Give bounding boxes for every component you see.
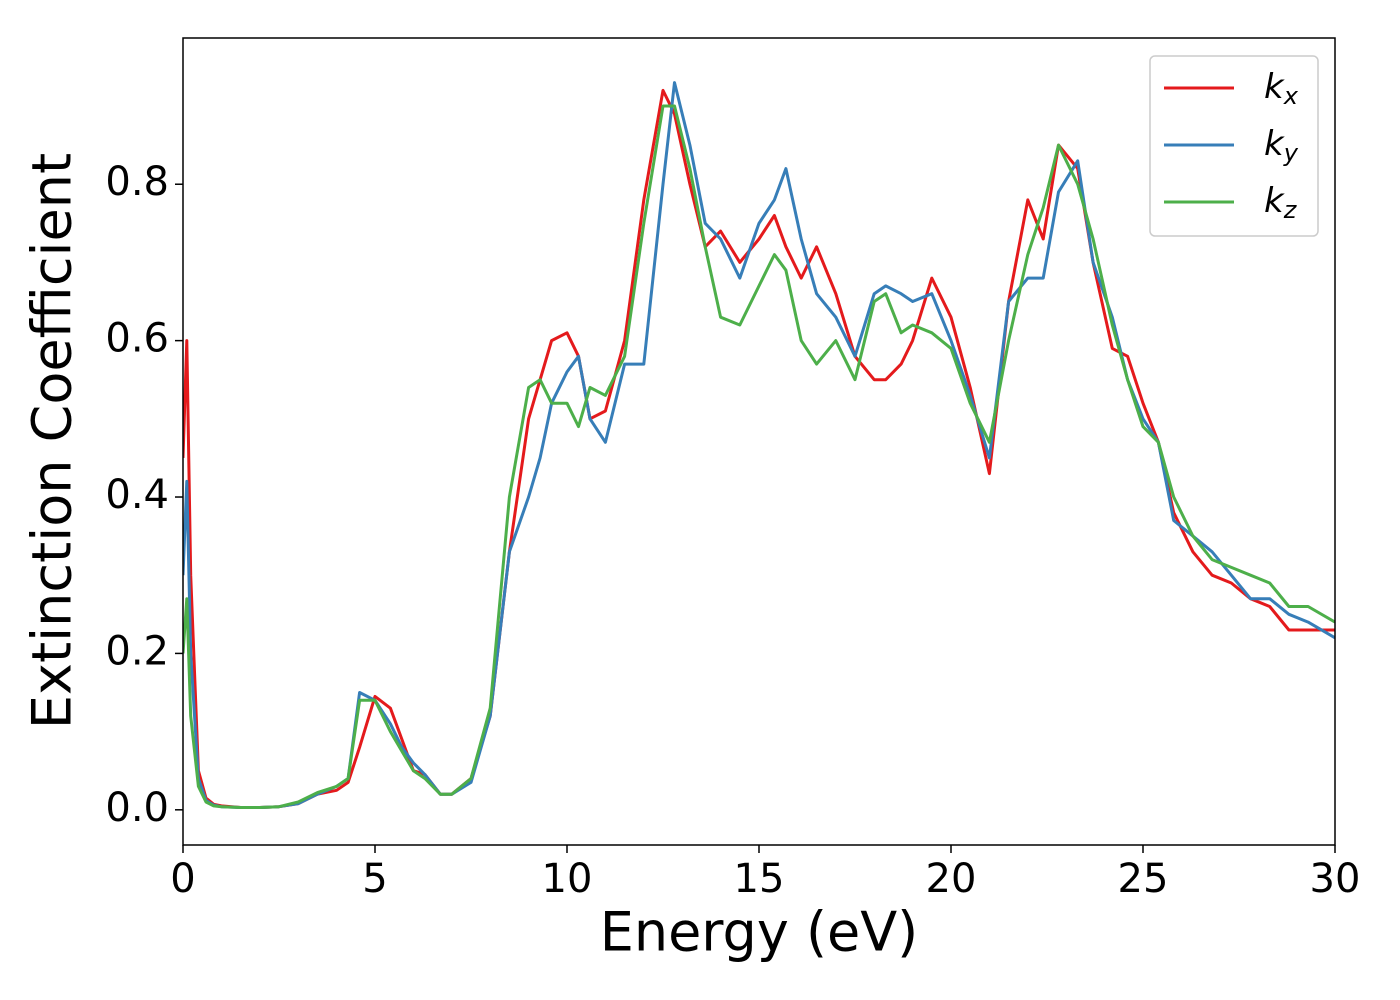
y-tick-label: 0.4 xyxy=(105,472,169,518)
legend-label: kz xyxy=(1264,181,1298,225)
legend-label: ky xyxy=(1264,124,1299,168)
x-tick-label: 15 xyxy=(734,856,785,902)
plot-frame xyxy=(182,37,1336,846)
y-tick-label: 0.8 xyxy=(105,159,169,205)
y-axis-label: Extinction Coefficient xyxy=(21,153,84,729)
y-tick-label: 0.6 xyxy=(105,316,169,362)
x-tick-label: 5 xyxy=(362,856,387,902)
x-tick-label: 30 xyxy=(1310,856,1361,902)
x-axis-label: Energy (eV) xyxy=(600,901,919,964)
y-tick-label: 0.0 xyxy=(105,785,169,831)
data-line xyxy=(183,104,1335,809)
y-tick-label: 0.2 xyxy=(105,628,169,674)
x-tick-label: 25 xyxy=(1118,856,1169,902)
x-tick-label: 0 xyxy=(170,856,195,902)
x-tick-label: 10 xyxy=(542,856,593,902)
x-tick-label: 20 xyxy=(926,856,977,902)
legend-label: kx xyxy=(1264,67,1299,111)
